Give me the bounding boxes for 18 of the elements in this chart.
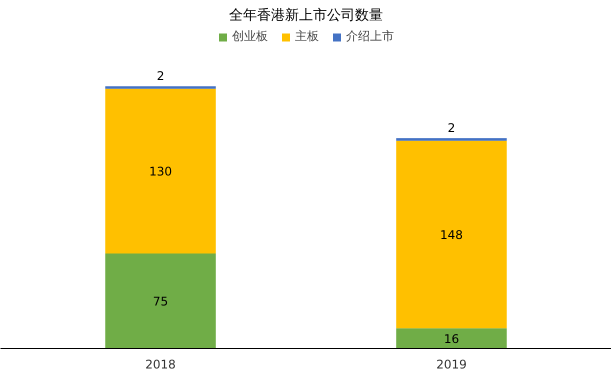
data-label: 130 xyxy=(149,164,172,179)
bar xyxy=(396,328,507,348)
data-label: 2 xyxy=(156,68,164,83)
bar xyxy=(396,138,507,141)
data-label: 75 xyxy=(152,294,168,308)
legend-label: 创业板 xyxy=(232,28,268,45)
data-label: 2 xyxy=(448,120,456,135)
bar xyxy=(396,140,507,328)
chart-title: 全年香港新上市公司数量 xyxy=(229,8,383,24)
data-label: 16 xyxy=(444,332,460,346)
data-label: 148 xyxy=(440,228,463,242)
x-tick-label: 2018 xyxy=(145,358,176,372)
bar xyxy=(105,88,216,254)
x-tick-label: 2019 xyxy=(436,358,467,372)
bar xyxy=(105,253,216,348)
legend-label: 介绍上市 xyxy=(346,28,394,45)
legend-label: 主板 xyxy=(295,28,319,45)
bar xyxy=(105,86,216,89)
